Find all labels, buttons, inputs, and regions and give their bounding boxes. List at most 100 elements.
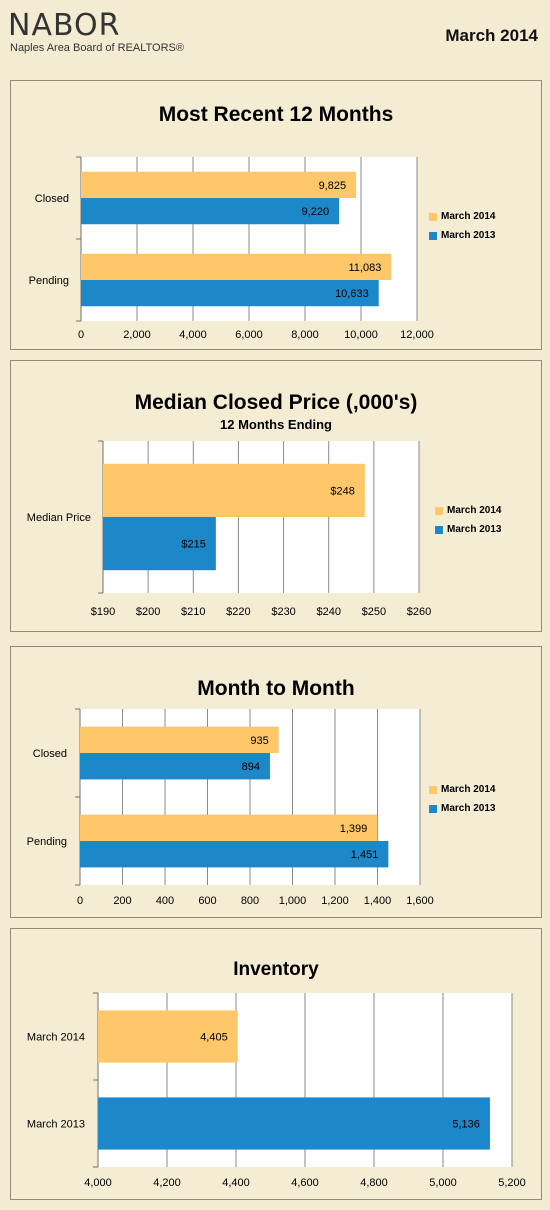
data-label: 4,405: [200, 1032, 228, 1044]
bar-march-2014: [98, 1010, 238, 1063]
legend-label: March 2014: [441, 784, 496, 795]
legend-item-2014: March 2014: [429, 780, 495, 799]
report-date: March 2014: [445, 26, 538, 45]
bar-march-2014: [81, 171, 357, 198]
bar-march-2014: [80, 726, 279, 753]
legend-label: March 2013: [441, 803, 496, 814]
data-label: 10,633: [335, 288, 369, 300]
chart-panel-recent-12-months: Most Recent 12 Months 0 2,000 4,000 6,000 8,…: [10, 80, 542, 350]
legend-label: March 2014: [447, 505, 502, 516]
bar-march-2013: [98, 1097, 490, 1150]
legend-swatch-2014: [429, 212, 437, 221]
bar-march-2013: [80, 841, 389, 868]
y-category-label: Pending: [29, 275, 69, 287]
x-tick-label: 1,200: [321, 895, 349, 907]
x-tick-label: 4,000: [84, 1177, 112, 1189]
legend-label: March 2014: [441, 211, 496, 222]
legend-item-2013: March 2013: [429, 226, 495, 245]
x-tick-label: 12,000: [400, 329, 434, 341]
bar-march-2013: [81, 280, 379, 307]
x-tick-label: $210: [181, 606, 205, 618]
data-label: 894: [242, 761, 260, 773]
legend-item-2013: March 2013: [429, 799, 495, 818]
legend-swatch-2013: [435, 525, 443, 534]
data-label: 11,083: [348, 262, 381, 274]
chart-title: Month to Month: [197, 677, 355, 700]
chart-subtitle: 12 Months Ending: [220, 417, 332, 432]
data-label: 5,136: [452, 1119, 480, 1131]
x-tick-label: $190: [91, 606, 115, 618]
legend-item-2014: March 2014: [429, 207, 495, 226]
x-tick-label: 4,200: [153, 1177, 181, 1189]
legend-label: March 2013: [441, 230, 496, 241]
data-label: 9,825: [319, 180, 347, 192]
x-tick-label: 5,200: [498, 1177, 526, 1189]
y-category-label: Closed: [35, 193, 69, 205]
y-category-label: Closed: [33, 748, 67, 760]
x-tick-label: 800: [241, 895, 259, 907]
chart-title: Inventory: [233, 959, 319, 980]
data-label: $248: [330, 485, 354, 497]
bar-march-2013: [80, 753, 270, 780]
x-tick-label: 4,400: [222, 1177, 250, 1189]
x-tick-label: 0: [77, 895, 83, 907]
logo-tagline: Naples Area Board of REALTORS®: [10, 42, 185, 54]
chart-canvas: 0 2,000 4,000 6,000 8,000 10,000 12,000 Closed 9…: [29, 156, 434, 341]
legend-swatch-2013: [429, 231, 437, 240]
x-tick-label: 4,800: [360, 1177, 388, 1189]
x-tick-label: 0: [78, 329, 84, 341]
x-tick-label: 200: [113, 895, 131, 907]
data-label: 1,399: [340, 823, 368, 835]
logo-wordmark: NABOR: [8, 8, 121, 43]
y-category-label: March 2013: [27, 1119, 85, 1131]
x-tick-label: 6,000: [235, 329, 263, 341]
data-label: $215: [181, 539, 205, 551]
data-label: 9,220: [302, 206, 330, 218]
x-tick-label: 600: [198, 895, 216, 907]
chart-panel-month-to-month: Month to Month 0 200 400 600 800 1,000 1,200 1,…: [10, 646, 542, 918]
nabor-logo: NABOR Naples Area Board of REALTORS®: [8, 8, 184, 54]
y-category-label: March 2014: [27, 1032, 85, 1044]
x-tick-label: 2,000: [123, 329, 151, 341]
legend-swatch-2014: [429, 785, 437, 794]
x-tick-label: 400: [156, 895, 174, 907]
chart-title: Most Recent 12 Months: [158, 103, 394, 126]
x-tick-label: 10,000: [344, 329, 378, 341]
bar-march-2014: [80, 814, 378, 841]
x-tick-label: $240: [316, 606, 340, 618]
chart-panel-median-closed-price: Median Closed Price (,000's) 12 Months E…: [10, 360, 542, 632]
x-tick-label: $220: [226, 606, 250, 618]
chart-canvas: 0 200 400 600 800 1,000 1,200 1,400 1,600 Closed 9…: [27, 708, 434, 907]
x-tick-label: 8,000: [291, 329, 319, 341]
legend-swatch-2013: [429, 804, 437, 813]
chart-legend: March 2014 March 2013: [429, 780, 495, 818]
x-tick-label: $230: [271, 606, 295, 618]
bar-march-2013: [103, 517, 216, 571]
chart-panel-inventory: Inventory 4,000 4,200 4,400 4,600 4,800 5,000…: [10, 928, 542, 1200]
legend-swatch-2014: [435, 506, 443, 515]
legend-item-2013: March 2013: [435, 520, 501, 539]
x-tick-label: $260: [407, 606, 431, 618]
x-tick-label: 4,600: [291, 1177, 319, 1189]
x-tick-label: $200: [136, 606, 160, 618]
x-tick-label: 1,600: [406, 895, 434, 907]
chart-canvas: $190 $200 $210 $220 $230 $240 $250 $260 Median P…: [27, 440, 431, 618]
bar-march-2014: [81, 253, 392, 280]
bar-march-2013: [81, 198, 340, 225]
chart-legend: March 2014 March 2013: [429, 207, 495, 245]
chart-legend: March 2014 March 2013: [435, 501, 501, 539]
x-tick-label: $250: [362, 606, 386, 618]
x-tick-label: 1,000: [279, 895, 307, 907]
data-label: 1,451: [351, 849, 379, 861]
data-label: 935: [250, 735, 268, 747]
legend-label: March 2013: [447, 524, 502, 535]
x-tick-label: 5,000: [429, 1177, 457, 1189]
chart-title: Median Closed Price (,000's): [134, 391, 418, 414]
chart-canvas: 4,000 4,200 4,400 4,600 4,800 5,000 5,200 March…: [27, 992, 526, 1189]
x-tick-label: 1,400: [364, 895, 392, 907]
legend-item-2014: March 2014: [435, 501, 501, 520]
bar-march-2014: [103, 463, 365, 517]
y-category-label: Median Price: [27, 512, 91, 524]
y-category-label: Pending: [27, 836, 67, 848]
x-tick-label: 4,000: [179, 329, 207, 341]
